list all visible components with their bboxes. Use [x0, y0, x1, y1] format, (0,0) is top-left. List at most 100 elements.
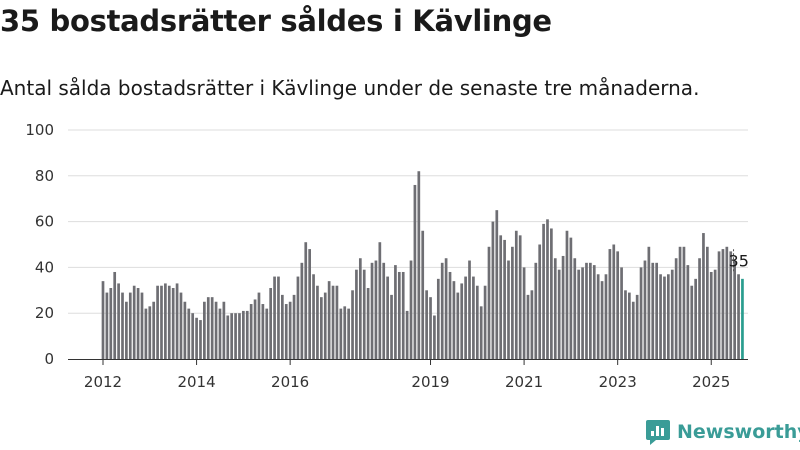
bar	[635, 294, 639, 359]
bar-chart: 0 20 40 60 80 100 2012 2014 2016 2019 2021 2023 202…	[25, 121, 749, 391]
bar	[214, 301, 218, 359]
bar	[600, 281, 604, 359]
bar	[569, 237, 573, 359]
y-tick-label: 60	[35, 213, 54, 231]
bar	[304, 242, 308, 359]
y-tick-label: 80	[35, 167, 54, 185]
bar	[226, 315, 230, 359]
bar	[604, 274, 608, 359]
bar	[136, 288, 140, 359]
bar	[316, 285, 319, 359]
bar	[164, 283, 167, 359]
bar	[179, 292, 183, 359]
bar	[113, 271, 117, 359]
bar	[612, 244, 616, 359]
bar	[347, 308, 350, 359]
x-tick-label: 2023	[599, 373, 637, 391]
bar	[327, 281, 331, 359]
bar	[487, 246, 491, 359]
bar	[397, 271, 401, 359]
bar	[121, 292, 124, 359]
bar	[725, 246, 729, 359]
bar	[729, 251, 733, 359]
bar	[698, 258, 701, 359]
bar	[132, 285, 136, 359]
bar	[460, 283, 464, 359]
x-axis-ticks: 2012 2014 2016 2019 2021 2023 2025	[84, 359, 730, 391]
bar	[358, 258, 362, 359]
bar	[530, 290, 534, 359]
bar	[218, 308, 222, 359]
bar	[319, 297, 323, 359]
bar	[429, 297, 432, 359]
bar	[284, 304, 288, 359]
brand-name: Newsworthy	[677, 421, 800, 443]
bar	[109, 288, 113, 359]
bar	[390, 294, 393, 359]
bar	[628, 292, 631, 359]
bar	[573, 258, 577, 359]
bar	[538, 244, 542, 359]
bar	[713, 269, 717, 359]
bar	[592, 265, 596, 359]
x-tick-label: 2025	[692, 373, 730, 391]
bar	[125, 301, 128, 359]
bar	[550, 228, 553, 359]
bar	[495, 210, 499, 359]
bar	[394, 265, 397, 359]
bar	[663, 276, 666, 359]
bar	[269, 288, 273, 359]
bar	[472, 276, 475, 359]
bar	[144, 308, 148, 359]
gridlines	[68, 129, 748, 314]
bar	[175, 283, 179, 359]
bar	[651, 262, 655, 359]
bar	[362, 269, 366, 359]
bar	[281, 294, 284, 359]
bar	[148, 306, 152, 359]
bar	[206, 297, 210, 359]
bar	[222, 301, 226, 359]
newsworthy-logo-icon	[646, 420, 670, 445]
bar	[479, 306, 483, 359]
bar	[351, 290, 354, 359]
bar	[203, 301, 206, 359]
bar	[413, 184, 417, 359]
bar	[417, 171, 421, 359]
bar	[690, 285, 694, 359]
bar	[686, 265, 690, 359]
bar	[210, 297, 214, 359]
bar	[288, 301, 292, 359]
y-tick-label: 100	[25, 121, 54, 139]
bar	[674, 258, 678, 359]
bar	[331, 285, 335, 359]
bar	[440, 262, 444, 359]
bar	[507, 260, 510, 359]
bar	[511, 246, 514, 359]
bar	[468, 260, 471, 359]
bar	[514, 230, 518, 359]
bar	[452, 281, 456, 359]
bar	[199, 320, 202, 359]
bar	[117, 283, 120, 359]
bar	[577, 269, 581, 359]
bar	[195, 317, 198, 359]
bar	[542, 223, 545, 359]
bar	[682, 246, 686, 359]
bar	[608, 249, 612, 359]
bar	[401, 271, 405, 359]
bar	[534, 262, 538, 359]
bar	[483, 285, 487, 359]
bar	[518, 235, 522, 359]
bar	[433, 315, 436, 359]
bar	[308, 249, 311, 359]
bar	[639, 267, 643, 359]
bar	[366, 288, 370, 359]
bar	[581, 267, 584, 359]
bar	[557, 269, 561, 359]
bar	[242, 310, 245, 359]
y-tick-label: 20	[35, 304, 54, 322]
bar	[230, 313, 234, 359]
y-tick-label: 40	[35, 258, 54, 276]
bar	[167, 285, 171, 359]
